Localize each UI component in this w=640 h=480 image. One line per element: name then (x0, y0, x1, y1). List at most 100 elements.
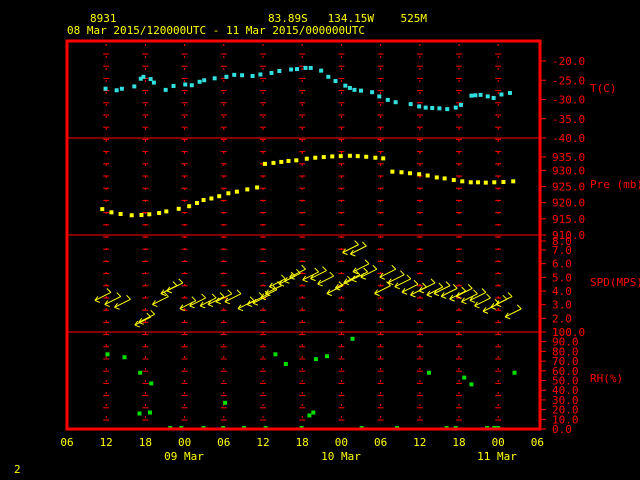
x-tick-label: 00 (492, 436, 505, 449)
data-point (109, 210, 114, 215)
data-point (333, 79, 338, 84)
x-tick-label: 00 (178, 436, 191, 449)
y-tick-label: 935.0 (552, 151, 585, 164)
data-point (350, 336, 355, 341)
data-point (512, 370, 517, 375)
x-tick-label: 18 (452, 436, 465, 449)
panel-1: T(C) -20.0 -25.0 -30.0 -35.0 -40.0 (103, 55, 617, 145)
wind-barb (379, 264, 397, 280)
y-tick-label: 920.0 (552, 197, 585, 210)
station-location: 83.89S 134.15W 525M (268, 12, 427, 25)
date-label: 09 Mar (164, 450, 204, 463)
data-point (501, 179, 506, 184)
data-point (343, 83, 348, 88)
wind-barb (455, 284, 473, 299)
data-point (313, 357, 318, 362)
y-tick-label: 6.0 (552, 258, 572, 271)
data-point (319, 68, 324, 73)
plot-frame (65, 39, 542, 431)
data-point (163, 87, 168, 92)
wind-barb (343, 270, 361, 286)
data-point (148, 77, 153, 82)
grid (67, 44, 540, 429)
wind-barb (461, 289, 478, 305)
data-point (240, 73, 245, 78)
data-point (507, 90, 512, 95)
y-tick-label: 100.0 (552, 326, 585, 339)
y-axis-label: T(C) (590, 82, 617, 95)
y-tick-label: 60.0 (552, 365, 579, 378)
data-point (138, 76, 143, 81)
data-point (377, 94, 382, 99)
y-tick-label: 3.0 (552, 299, 572, 312)
wind-barb (504, 304, 522, 320)
wind-barb (302, 267, 320, 283)
data-point (255, 185, 260, 190)
wind-barb (138, 309, 156, 325)
data-point (100, 207, 105, 212)
y-axis-label: Pre (mb) (590, 178, 640, 191)
data-point (307, 413, 312, 418)
y-tick-label: 5.0 (552, 271, 572, 284)
wind-barb (326, 281, 344, 297)
data-point (279, 159, 284, 164)
data-point (326, 74, 331, 79)
data-point (426, 370, 431, 375)
data-point (303, 65, 308, 70)
wind-barb (199, 293, 217, 309)
wind-barb (207, 292, 225, 308)
data-point (187, 204, 192, 209)
data-point (164, 209, 169, 214)
data-point (460, 179, 465, 184)
data-point (223, 400, 228, 405)
y-tick-label: 30.0 (552, 394, 579, 407)
wind-barb (114, 294, 131, 310)
wind-barb (469, 288, 487, 303)
date-range: 08 Mar 2015/120000UTC - 11 Mar 2015/0000… (67, 24, 365, 37)
data-point (114, 88, 119, 93)
data-point (311, 410, 316, 415)
data-point (226, 191, 231, 196)
data-point (321, 155, 326, 160)
data-point (103, 86, 108, 91)
y-tick-label: 1.0 (552, 326, 572, 339)
data-point (462, 375, 467, 380)
data-point (149, 381, 154, 386)
y-tick-label: 925.0 (552, 181, 585, 194)
data-point (468, 180, 473, 185)
wind-barb (317, 271, 335, 287)
data-point (430, 105, 435, 110)
wind-barb (394, 274, 412, 290)
header: 8931 83.89S 134.15W 525M 08 Mar 2015/120… (67, 12, 427, 37)
wind-barb (433, 281, 451, 297)
data-point (273, 352, 278, 357)
data-point (176, 206, 181, 211)
y-tick-label: 40.0 (552, 384, 579, 397)
date-label: 11 Mar (477, 450, 517, 463)
data-point (313, 155, 318, 160)
wind-barb (166, 278, 184, 294)
wind-barb (490, 294, 508, 310)
y-tick-label: 10.0 (552, 413, 579, 426)
data-point (294, 67, 299, 72)
y-tick-label: -20.0 (552, 55, 585, 68)
wind-barb (418, 278, 436, 294)
data-point (250, 74, 255, 79)
data-point (469, 93, 474, 98)
data-point (437, 106, 442, 111)
data-panels: T(C) -20.0 -25.0 -30.0 -35.0 -40.0 Pre (mb) 935… (94, 55, 640, 436)
data-point (217, 194, 222, 199)
wind-barb (152, 292, 169, 308)
data-point (258, 72, 263, 77)
data-point (147, 212, 152, 217)
data-point (364, 154, 369, 159)
wind-barb (189, 293, 207, 309)
x-axis: 06 12 18 00 06 12 18 00 06 12 18 00 06 09 Mar 10 Mar 11… (60, 436, 544, 463)
data-point (224, 74, 229, 79)
y-tick-label: -40.0 (552, 132, 585, 145)
data-point (408, 102, 413, 107)
wind-barb (495, 292, 513, 308)
data-point (347, 85, 352, 90)
y-tick-label: 70.0 (552, 355, 579, 368)
